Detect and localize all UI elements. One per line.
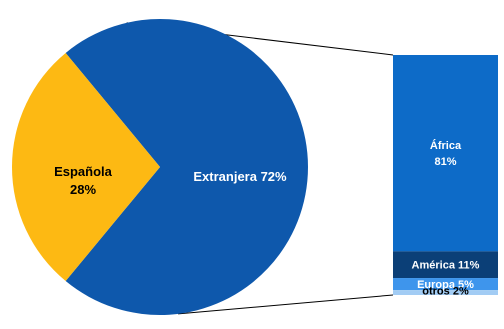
bar-segment-europa xyxy=(393,278,498,291)
bar-label-africa-value: 81% xyxy=(434,156,456,168)
pie-slice-extranjera xyxy=(65,19,308,316)
pie-slice-espanola xyxy=(11,52,160,282)
bar-label-africa-name: África xyxy=(430,139,462,152)
data-labels: Española 28% Extranjera 72% África 81% Améric… xyxy=(54,139,480,297)
bar-label-otros: otros 2% xyxy=(422,286,469,298)
connector-line-bottom xyxy=(177,294,394,315)
stacked-bar xyxy=(393,55,498,295)
pie-label-espanola-value: 28% xyxy=(70,182,96,197)
bar-segment-otros xyxy=(393,290,498,295)
pie-label-extranjera: Extranjera 72% xyxy=(193,169,287,184)
bar-label-america: América 11% xyxy=(412,260,480,272)
bar-segment-africa xyxy=(393,55,498,252)
pie xyxy=(11,19,308,316)
pie-label-espanola-name: Española xyxy=(54,164,113,179)
bar-segment-america xyxy=(393,251,498,279)
bar-label-europa: Europa 5% xyxy=(417,279,474,291)
